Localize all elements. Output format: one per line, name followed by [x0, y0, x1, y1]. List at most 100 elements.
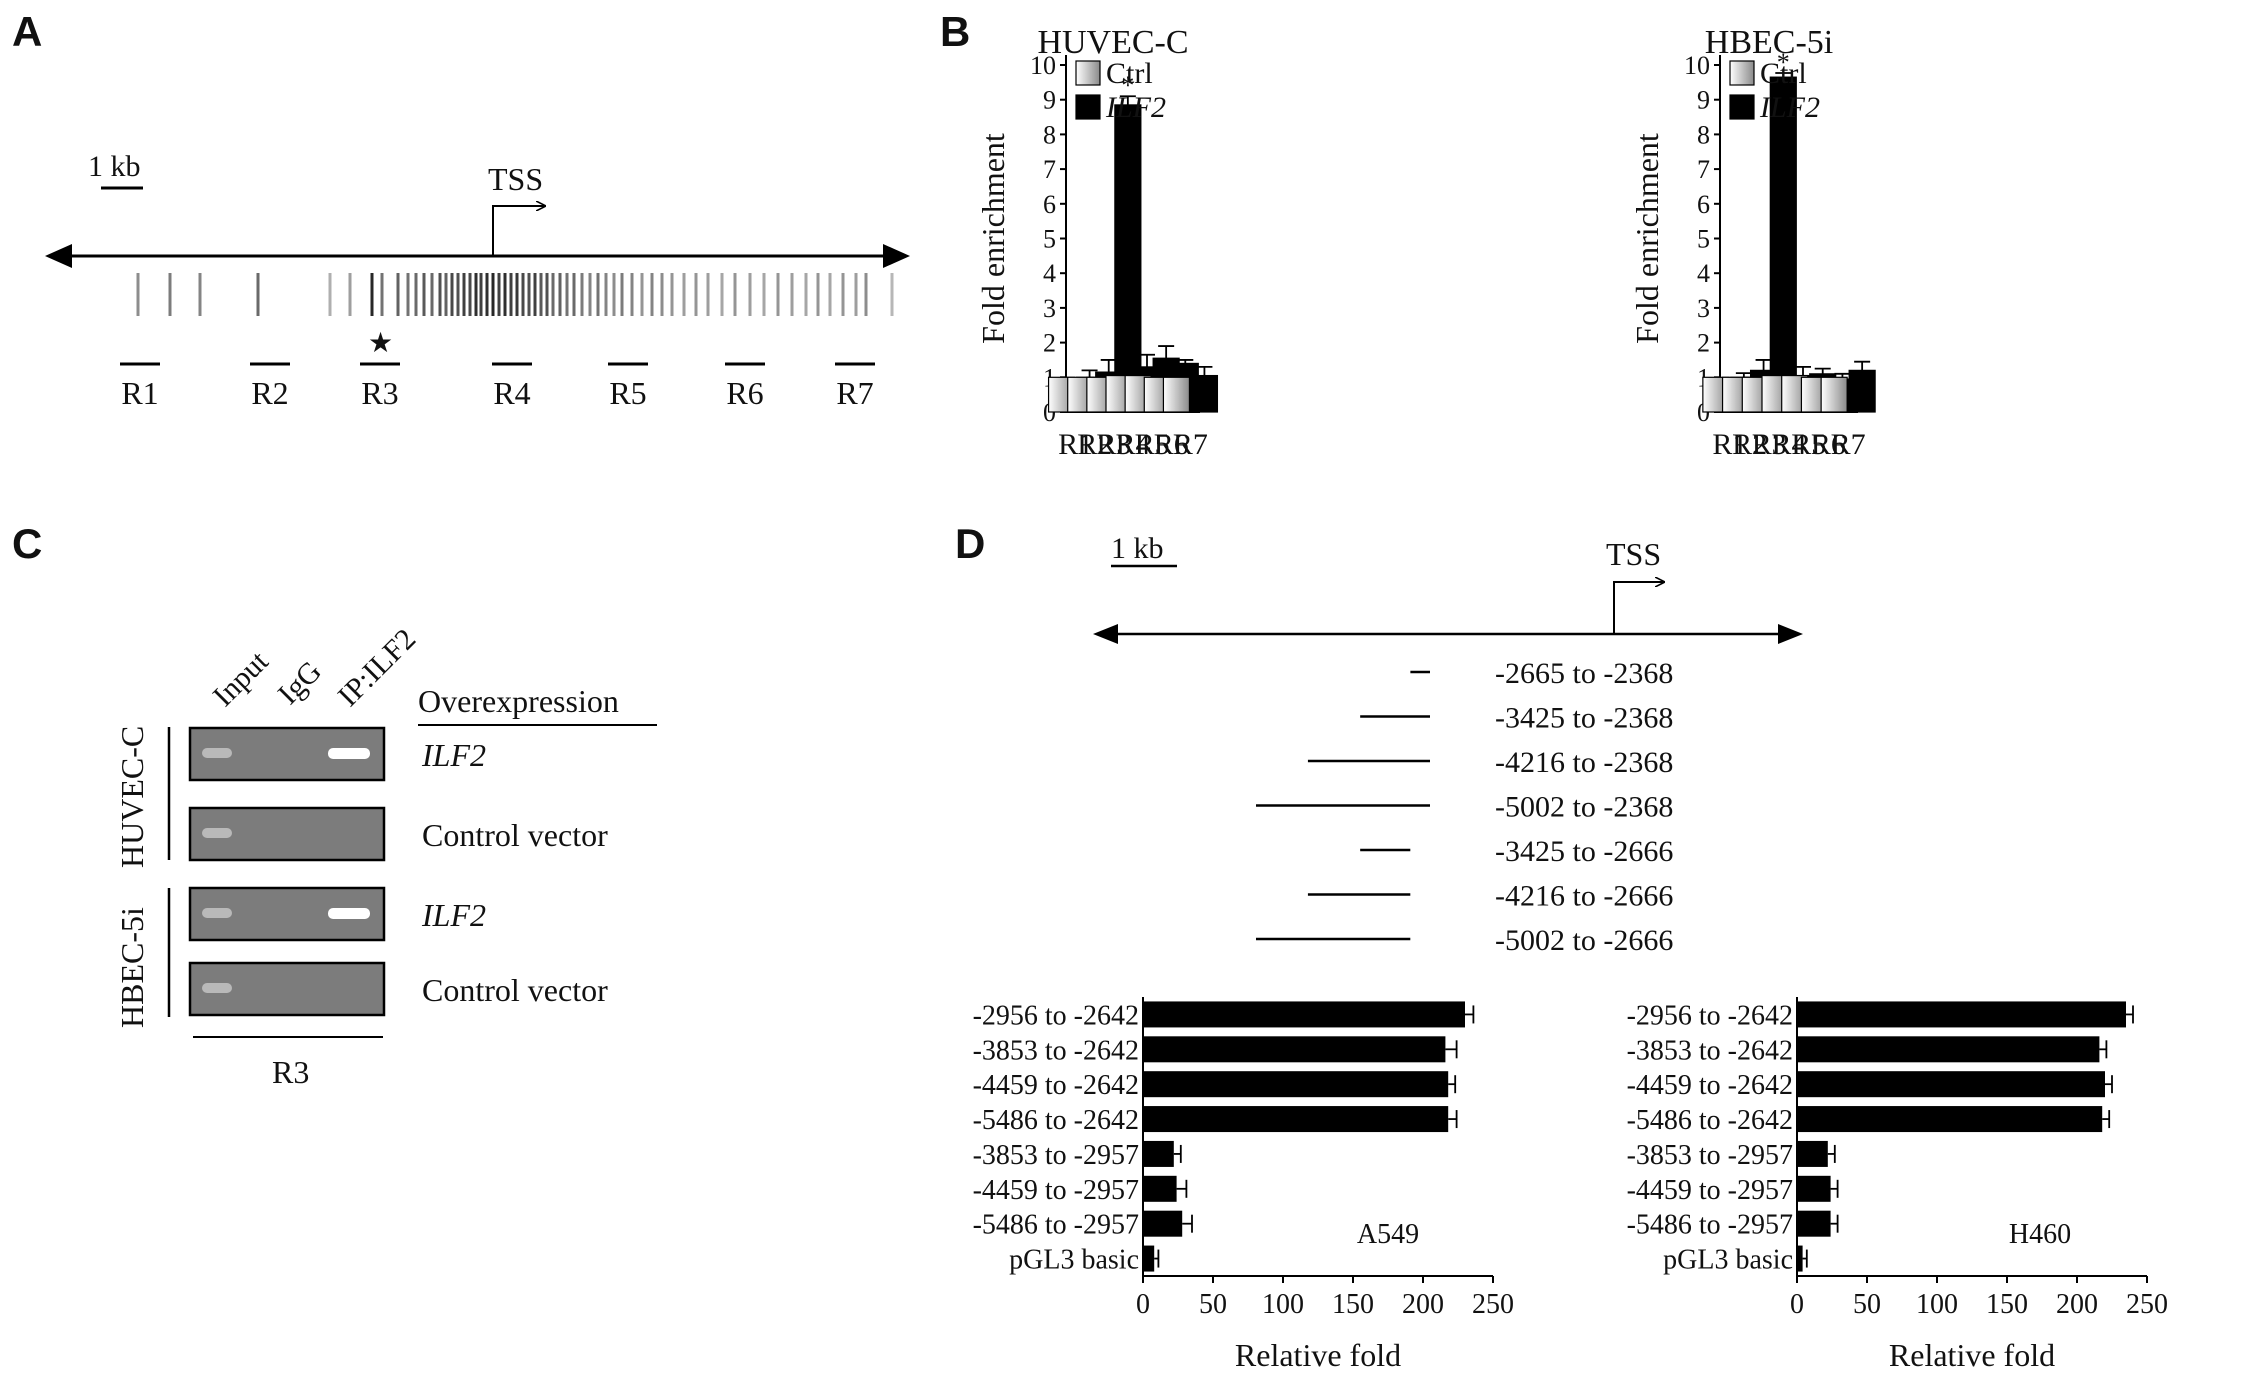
category-label: -3853 to -2642	[1627, 1035, 1793, 1066]
x-tick-label: R7	[1173, 428, 1208, 461]
bar	[1143, 1001, 1465, 1028]
region-label-r2: R2	[251, 375, 288, 411]
y-tick-label: 9	[1697, 86, 1710, 115]
cell-line-huvecc: HUVEC-C	[114, 726, 150, 868]
y-tick-label: 6	[1697, 190, 1710, 219]
region-label-r5: R5	[609, 375, 646, 411]
chart-title: HUVEC-C	[1037, 24, 1188, 61]
x-tick-label: R2	[1077, 428, 1112, 461]
bar-ilf2	[1769, 76, 1797, 413]
gel-rows: ILF2 Control vector ILF2 Control vector	[188, 726, 608, 1017]
input-band	[202, 908, 232, 918]
bar-ilf2	[1848, 369, 1876, 413]
panel-d-construct-map: 1 kb TSS -2665 to -2368 -3425 to -2368 -42…	[1093, 532, 1803, 957]
y-tick-label: 10	[1030, 51, 1056, 80]
x-tick-label: 50	[1853, 1289, 1881, 1320]
region-label-r7: R7	[836, 375, 873, 411]
bar	[1797, 1001, 2126, 1028]
bar	[1797, 1175, 1831, 1202]
x-tick-label: 50	[1199, 1289, 1227, 1320]
significance-star: *	[1777, 48, 1790, 77]
chart-hbec-5i: HBEC-5i012345678910Fold enrichmentR1R2R3…	[1629, 24, 1876, 461]
region-label-r4: R4	[493, 375, 530, 411]
x-axis-label: Relative fold	[1889, 1337, 2055, 1373]
construct-label: -5002 to -2666	[1495, 924, 1673, 957]
y-tick-label: 4	[1043, 259, 1056, 288]
x-tick-label: 0	[1790, 1289, 1804, 1320]
tss-arrow	[492, 206, 545, 256]
region-star: ★	[368, 328, 393, 359]
legend-label: ILF2	[1105, 91, 1166, 124]
y-tick-label: 7	[1043, 155, 1056, 184]
chart-title: HBEC-5i	[1705, 24, 1833, 61]
category-label: -4459 to -2642	[1627, 1070, 1793, 1101]
y-axis-label: Fold enrichment	[975, 133, 1011, 344]
ip-band	[328, 748, 370, 759]
category-label: pGL3 basic	[1009, 1245, 1139, 1276]
construct-label: -3425 to -2368	[1495, 702, 1673, 735]
cell-line-label: A549	[1357, 1219, 1419, 1250]
category-label: -4459 to -2957	[973, 1175, 1139, 1206]
category-label: -3853 to -2957	[1627, 1140, 1793, 1171]
panel-c-gel: Input IgG IP:ILF2 Overexpression HBEC-5i…	[114, 622, 657, 1090]
panel-label-b: B	[940, 8, 970, 55]
r3-label: R3	[272, 1054, 309, 1090]
bar	[1797, 1036, 2100, 1063]
x-tick-label: R3	[1096, 428, 1131, 461]
bar	[1143, 1106, 1449, 1133]
x-tick-label: R6	[1154, 428, 1189, 461]
chart-huvec-c: HUVEC-C012345678910Fold enrichmentR1R2R3…	[975, 24, 1219, 461]
d-scale-label: 1 kb	[1111, 532, 1164, 565]
category-label: -3853 to -2642	[973, 1035, 1139, 1066]
x-tick-label: R4	[1771, 428, 1806, 461]
y-tick-label: 8	[1697, 120, 1710, 149]
bar-ilf2	[1190, 374, 1219, 413]
y-tick-label: 3	[1043, 294, 1056, 323]
bar-ctrl	[1820, 376, 1848, 413]
gel-row-label: Control vector	[422, 972, 608, 1008]
panel-a-gene-map: 1 kb TSS ★ R1 R2 R3 R4 R5 R6 R7	[45, 150, 910, 411]
chart-h460: 0 50 100 150 200 250 Relative fold -2956 to -26…	[1627, 997, 2168, 1373]
legend-swatch	[1075, 94, 1101, 120]
x-tick-label: 200	[2056, 1289, 2098, 1320]
input-band	[202, 748, 232, 758]
panel-label-c: C	[12, 520, 42, 567]
d-right-arrowhead	[1778, 624, 1803, 644]
d-left-arrowhead	[1093, 624, 1118, 644]
x-tick-label: R4	[1115, 428, 1150, 461]
x-tick-label: 250	[1472, 1289, 1514, 1320]
left-arrowhead	[45, 244, 72, 268]
bar	[1797, 1140, 1828, 1167]
bar	[1797, 1106, 2103, 1133]
legend-label: Ctrl	[1760, 57, 1807, 90]
legend-swatch	[1729, 94, 1755, 120]
bar-ctrl	[1162, 376, 1191, 413]
bar	[1797, 1071, 2105, 1098]
y-tick-label: 7	[1697, 155, 1710, 184]
d-tss-label: TSS	[1606, 536, 1661, 572]
gel-row-label: ILF2	[421, 737, 486, 773]
construct-label: -4216 to -2666	[1495, 880, 1673, 913]
d-tss-arrow	[1613, 582, 1664, 634]
bar	[1143, 1210, 1183, 1237]
y-tick-label: 8	[1043, 120, 1056, 149]
category-label: -5486 to -2642	[973, 1105, 1139, 1136]
ip-band	[328, 908, 370, 919]
x-tick-label: R1	[1058, 428, 1093, 461]
bar	[1797, 1245, 1803, 1272]
bar	[1143, 1140, 1174, 1167]
y-tick-label: 2	[1697, 329, 1710, 358]
bar	[1143, 1036, 1446, 1063]
gel-row-label: ILF2	[421, 897, 486, 933]
cpg-sites	[136, 273, 894, 316]
panel-label-a: A	[12, 8, 42, 55]
x-axis-label: Relative fold	[1235, 1337, 1401, 1373]
bar	[1797, 1210, 1831, 1237]
construct-label: -4216 to -2368	[1495, 746, 1673, 779]
category-label: -5486 to -2957	[1627, 1210, 1793, 1241]
y-tick-label: 2	[1043, 329, 1056, 358]
x-tick-label: 100	[1916, 1289, 1958, 1320]
x-tick-label: 0	[1136, 1289, 1150, 1320]
x-tick-label: 150	[1332, 1289, 1374, 1320]
